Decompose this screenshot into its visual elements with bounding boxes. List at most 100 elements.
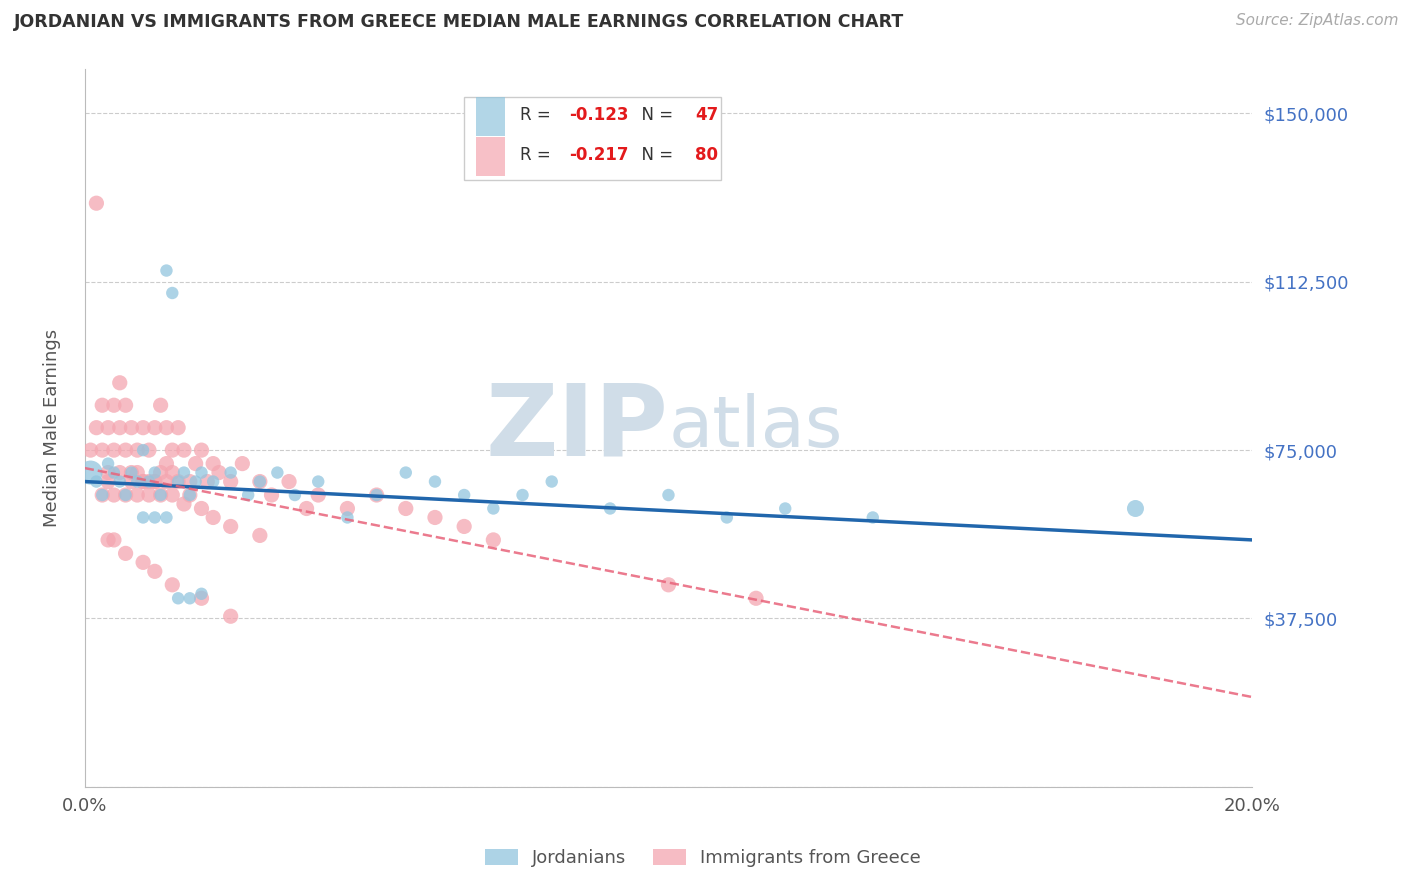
- Point: [238, 488, 260, 502]
- Point: [167, 420, 190, 434]
- Point: [173, 497, 195, 511]
- Point: [97, 533, 120, 547]
- Point: [86, 196, 108, 211]
- Point: [278, 475, 301, 489]
- Point: [132, 475, 155, 489]
- Text: Source: ZipAtlas.com: Source: ZipAtlas.com: [1236, 13, 1399, 29]
- Text: N =: N =: [631, 106, 679, 124]
- Point: [97, 466, 120, 480]
- Point: [149, 488, 172, 502]
- FancyBboxPatch shape: [475, 97, 505, 136]
- Point: [202, 510, 225, 524]
- Point: [162, 578, 184, 592]
- Point: [195, 475, 218, 489]
- Point: [149, 466, 172, 480]
- Point: [1125, 501, 1147, 516]
- Legend: Jordanians, Immigrants from Greece: Jordanians, Immigrants from Greece: [478, 841, 928, 874]
- Point: [773, 501, 796, 516]
- Text: -0.217: -0.217: [569, 145, 628, 163]
- Point: [260, 488, 283, 502]
- Point: [453, 488, 475, 502]
- Point: [108, 420, 131, 434]
- Point: [149, 488, 172, 502]
- Point: [91, 443, 114, 458]
- Text: ZIP: ZIP: [485, 379, 668, 476]
- Point: [143, 510, 166, 524]
- Point: [219, 519, 242, 533]
- Point: [249, 475, 271, 489]
- Point: [108, 466, 131, 480]
- Point: [138, 475, 160, 489]
- Point: [132, 475, 155, 489]
- Point: [132, 510, 155, 524]
- Point: [127, 443, 149, 458]
- Point: [143, 565, 166, 579]
- Point: [599, 501, 621, 516]
- Point: [103, 443, 125, 458]
- Point: [219, 466, 242, 480]
- Point: [395, 466, 418, 480]
- Text: -0.123: -0.123: [569, 106, 628, 124]
- Point: [103, 533, 125, 547]
- FancyBboxPatch shape: [475, 136, 505, 176]
- Point: [512, 488, 534, 502]
- Text: JORDANIAN VS IMMIGRANTS FROM GREECE MEDIAN MALE EARNINGS CORRELATION CHART: JORDANIAN VS IMMIGRANTS FROM GREECE MEDI…: [14, 13, 904, 31]
- Point: [366, 488, 388, 502]
- Point: [155, 420, 177, 434]
- Point: [167, 475, 190, 489]
- Point: [249, 475, 271, 489]
- Point: [179, 488, 201, 502]
- Point: [138, 475, 160, 489]
- Point: [190, 587, 212, 601]
- Point: [127, 475, 149, 489]
- Point: [132, 443, 155, 458]
- Point: [167, 591, 190, 606]
- Point: [97, 457, 120, 471]
- Point: [108, 376, 131, 390]
- Point: [249, 528, 271, 542]
- Point: [97, 475, 120, 489]
- Point: [307, 488, 329, 502]
- Point: [143, 466, 166, 480]
- Point: [366, 488, 388, 502]
- Point: [657, 578, 679, 592]
- Point: [79, 466, 101, 480]
- Point: [184, 475, 207, 489]
- Point: [120, 420, 142, 434]
- Text: atlas: atlas: [668, 393, 842, 462]
- Point: [155, 263, 177, 277]
- Point: [423, 475, 446, 489]
- Point: [162, 285, 184, 300]
- Point: [657, 488, 679, 502]
- Point: [173, 466, 195, 480]
- Point: [120, 466, 142, 480]
- Point: [91, 488, 114, 502]
- Point: [103, 466, 125, 480]
- Point: [716, 510, 738, 524]
- Point: [179, 591, 201, 606]
- Point: [143, 420, 166, 434]
- Point: [190, 501, 212, 516]
- Point: [336, 510, 359, 524]
- Text: N =: N =: [631, 145, 679, 163]
- Point: [540, 475, 562, 489]
- Text: 47: 47: [696, 106, 718, 124]
- Point: [190, 466, 212, 480]
- Point: [862, 510, 884, 524]
- Point: [155, 457, 177, 471]
- Point: [138, 488, 160, 502]
- Point: [208, 466, 231, 480]
- Point: [143, 475, 166, 489]
- Point: [336, 501, 359, 516]
- Point: [155, 475, 177, 489]
- Point: [162, 488, 184, 502]
- Point: [149, 398, 172, 412]
- Point: [155, 510, 177, 524]
- Point: [395, 501, 418, 516]
- FancyBboxPatch shape: [464, 97, 721, 180]
- Point: [219, 609, 242, 624]
- Point: [184, 457, 207, 471]
- Point: [423, 510, 446, 524]
- Text: 80: 80: [696, 145, 718, 163]
- Point: [132, 420, 155, 434]
